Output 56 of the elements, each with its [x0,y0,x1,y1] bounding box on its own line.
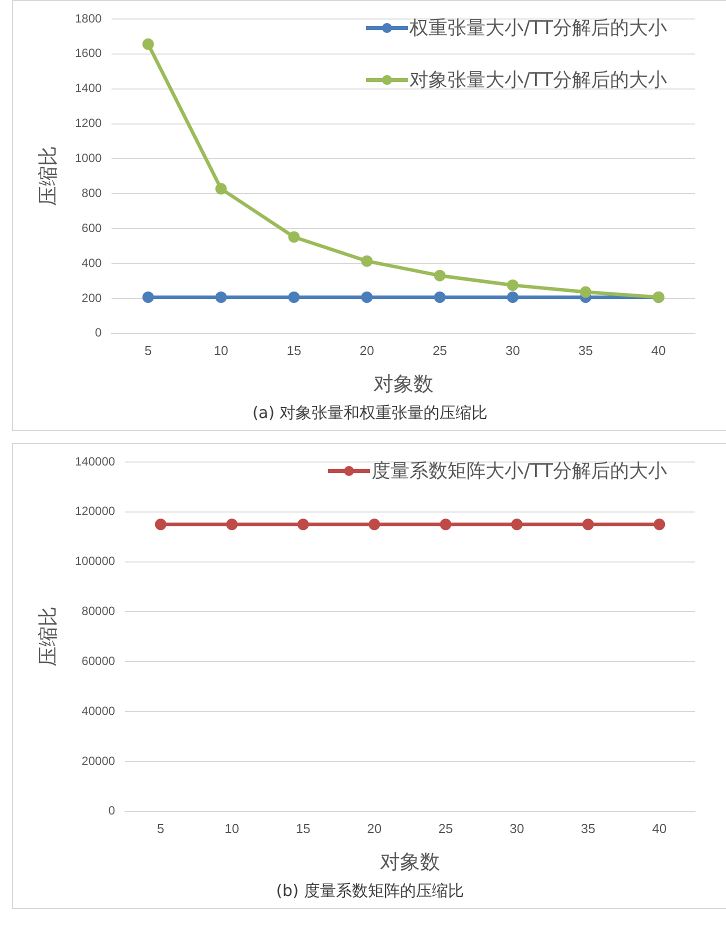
x-tick-label: 15 [296,820,310,836]
x-tick-label: 10 [224,820,240,836]
point [142,291,154,303]
x-tick-label: 15 [286,342,302,358]
y-tick-label: 200 [82,290,102,305]
x-axis-title: 对象数 [373,374,434,396]
y-tick-label: 40000 [82,704,116,718]
point [580,286,592,298]
x-tick-label: 30 [510,820,524,836]
y-tick-label: 1200 [74,116,102,130]
x-tick-label: 40 [652,820,667,836]
y-tick-label: 400 [82,256,102,270]
x-axis-title: 对象数 [380,852,440,874]
y-axis-title: 压缩比 [38,606,60,667]
y-tick-label: 600 [82,220,102,235]
x-tick-label: 30 [505,342,520,358]
point [288,231,300,243]
y-tick-label: 800 [82,186,102,200]
x-tick-label: 20 [360,342,374,358]
x-tick-label: 35 [578,342,593,358]
y-tick-label: 1600 [74,46,102,60]
point [288,291,300,303]
x-tick-label: 20 [367,820,382,836]
y-tick-label: 80000 [82,604,116,618]
x-tick-label: 10 [214,342,228,358]
y-axis-title: 压缩比 [38,146,60,206]
y-tick-label: 1000 [74,151,102,166]
y-tick-label: 1400 [74,81,102,96]
y-tick-label: 20000 [82,754,116,768]
x-tick-label: 5 [157,820,164,836]
y-tick-label: 1800 [74,11,102,26]
point [142,38,154,50]
legend-label: 对象张量大小/TT分解后的大小 [410,68,667,93]
point [434,291,446,303]
x-tick-label: 35 [580,820,596,836]
point [215,291,227,303]
x-tick-label: 25 [432,342,448,358]
point [434,270,446,282]
y-tick-label: 140000 [74,454,116,468]
y-tick-label: 60000 [82,654,116,668]
point [506,279,518,291]
text: (a) 对象张量和权重张量的压缩比 [251,402,489,424]
x-tick-label: 25 [438,820,453,836]
point [215,183,227,195]
y-tick-label: 0 [95,326,102,340]
point [361,255,373,267]
point [506,291,518,303]
text: (b) 度量系数矩阵的压缩比 [275,880,465,902]
y-tick-label: 100000 [74,554,116,568]
y-tick-label: 120000 [74,504,116,518]
point [361,291,373,303]
legend-label: 权重张量大小/TT分解后的大小 [410,16,667,41]
legend-label: 度量系数矩阵大小/TT分解后的大小 [372,459,667,484]
x-tick-label: 5 [144,342,152,358]
y-tick-label: 0 [108,804,116,818]
x-tick-label: 40 [651,342,666,358]
